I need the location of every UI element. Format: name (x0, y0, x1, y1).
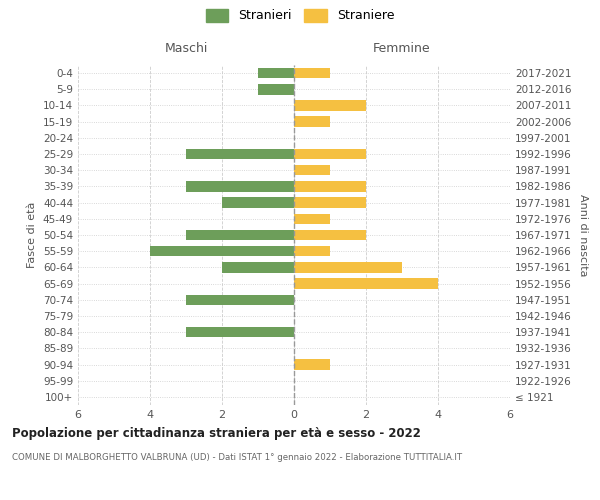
Bar (294, 198, 366, 208)
Legend: Stranieri, Straniere: Stranieri, Straniere (206, 8, 394, 22)
Bar (294, 181, 366, 192)
Bar (186, 294, 294, 305)
Bar (294, 230, 366, 240)
Bar (186, 149, 294, 160)
Bar (258, 84, 294, 94)
Bar (222, 262, 294, 272)
Bar (186, 327, 294, 338)
Text: Popolazione per cittadinanza straniera per età e sesso - 2022: Popolazione per cittadinanza straniera p… (12, 428, 421, 440)
Bar (294, 360, 330, 370)
Text: COMUNE DI MALBORGHETTO VALBRUNA (UD) - Dati ISTAT 1° gennaio 2022 - Elaborazione: COMUNE DI MALBORGHETTO VALBRUNA (UD) - D… (12, 452, 462, 462)
Bar (258, 68, 294, 78)
Bar (150, 246, 294, 256)
Y-axis label: Fasce di età: Fasce di età (28, 202, 37, 268)
Bar (294, 165, 330, 175)
Bar (222, 198, 294, 208)
Bar (294, 278, 438, 289)
Bar (186, 230, 294, 240)
Text: Maschi: Maschi (164, 42, 208, 55)
Bar (294, 149, 366, 160)
Bar (294, 100, 366, 110)
Bar (186, 181, 294, 192)
Text: Femmine: Femmine (373, 42, 431, 55)
Y-axis label: Anni di nascita: Anni di nascita (578, 194, 588, 276)
Bar (294, 68, 330, 78)
Bar (294, 262, 402, 272)
Bar (294, 116, 330, 127)
Bar (294, 214, 330, 224)
Bar (294, 246, 330, 256)
